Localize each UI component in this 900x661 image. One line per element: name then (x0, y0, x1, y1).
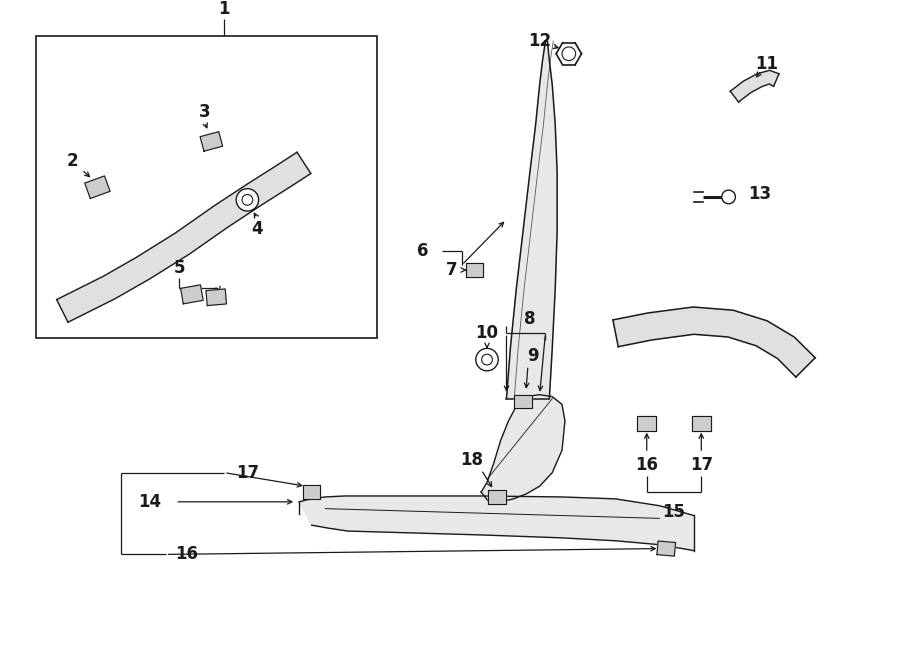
Text: 8: 8 (524, 310, 536, 328)
Text: 10: 10 (475, 325, 499, 342)
Polygon shape (303, 485, 320, 499)
Polygon shape (514, 395, 532, 408)
Text: 6: 6 (417, 241, 428, 260)
Polygon shape (613, 307, 815, 377)
Text: 11: 11 (755, 54, 778, 73)
Bar (36, 36, 377, 338)
Polygon shape (730, 70, 779, 102)
Text: 13: 13 (748, 185, 771, 203)
Polygon shape (657, 541, 676, 556)
Circle shape (476, 348, 499, 371)
Polygon shape (299, 496, 694, 551)
Polygon shape (507, 41, 557, 399)
Circle shape (562, 47, 576, 61)
Text: 3: 3 (199, 103, 211, 121)
Polygon shape (57, 152, 310, 322)
Polygon shape (181, 285, 203, 304)
Circle shape (482, 354, 492, 365)
Text: 4: 4 (251, 220, 263, 238)
Polygon shape (200, 132, 222, 151)
Text: 12: 12 (528, 32, 551, 50)
Polygon shape (488, 490, 506, 504)
Polygon shape (482, 395, 565, 502)
Polygon shape (692, 416, 711, 432)
Text: 7: 7 (446, 261, 458, 279)
Text: 16: 16 (176, 545, 199, 563)
Text: 9: 9 (527, 347, 538, 365)
Circle shape (236, 188, 258, 211)
Polygon shape (637, 416, 656, 432)
Text: 17: 17 (236, 463, 259, 482)
Text: 18: 18 (460, 451, 483, 469)
Text: 14: 14 (139, 493, 162, 511)
Text: 15: 15 (662, 502, 686, 521)
Polygon shape (465, 263, 483, 277)
Polygon shape (85, 176, 110, 198)
Circle shape (242, 194, 253, 205)
Text: 5: 5 (174, 259, 185, 277)
Polygon shape (206, 289, 227, 305)
Text: 1: 1 (218, 0, 230, 18)
Text: 16: 16 (635, 456, 658, 474)
Text: 2: 2 (67, 152, 78, 170)
Text: 17: 17 (689, 456, 713, 474)
Circle shape (722, 190, 735, 204)
